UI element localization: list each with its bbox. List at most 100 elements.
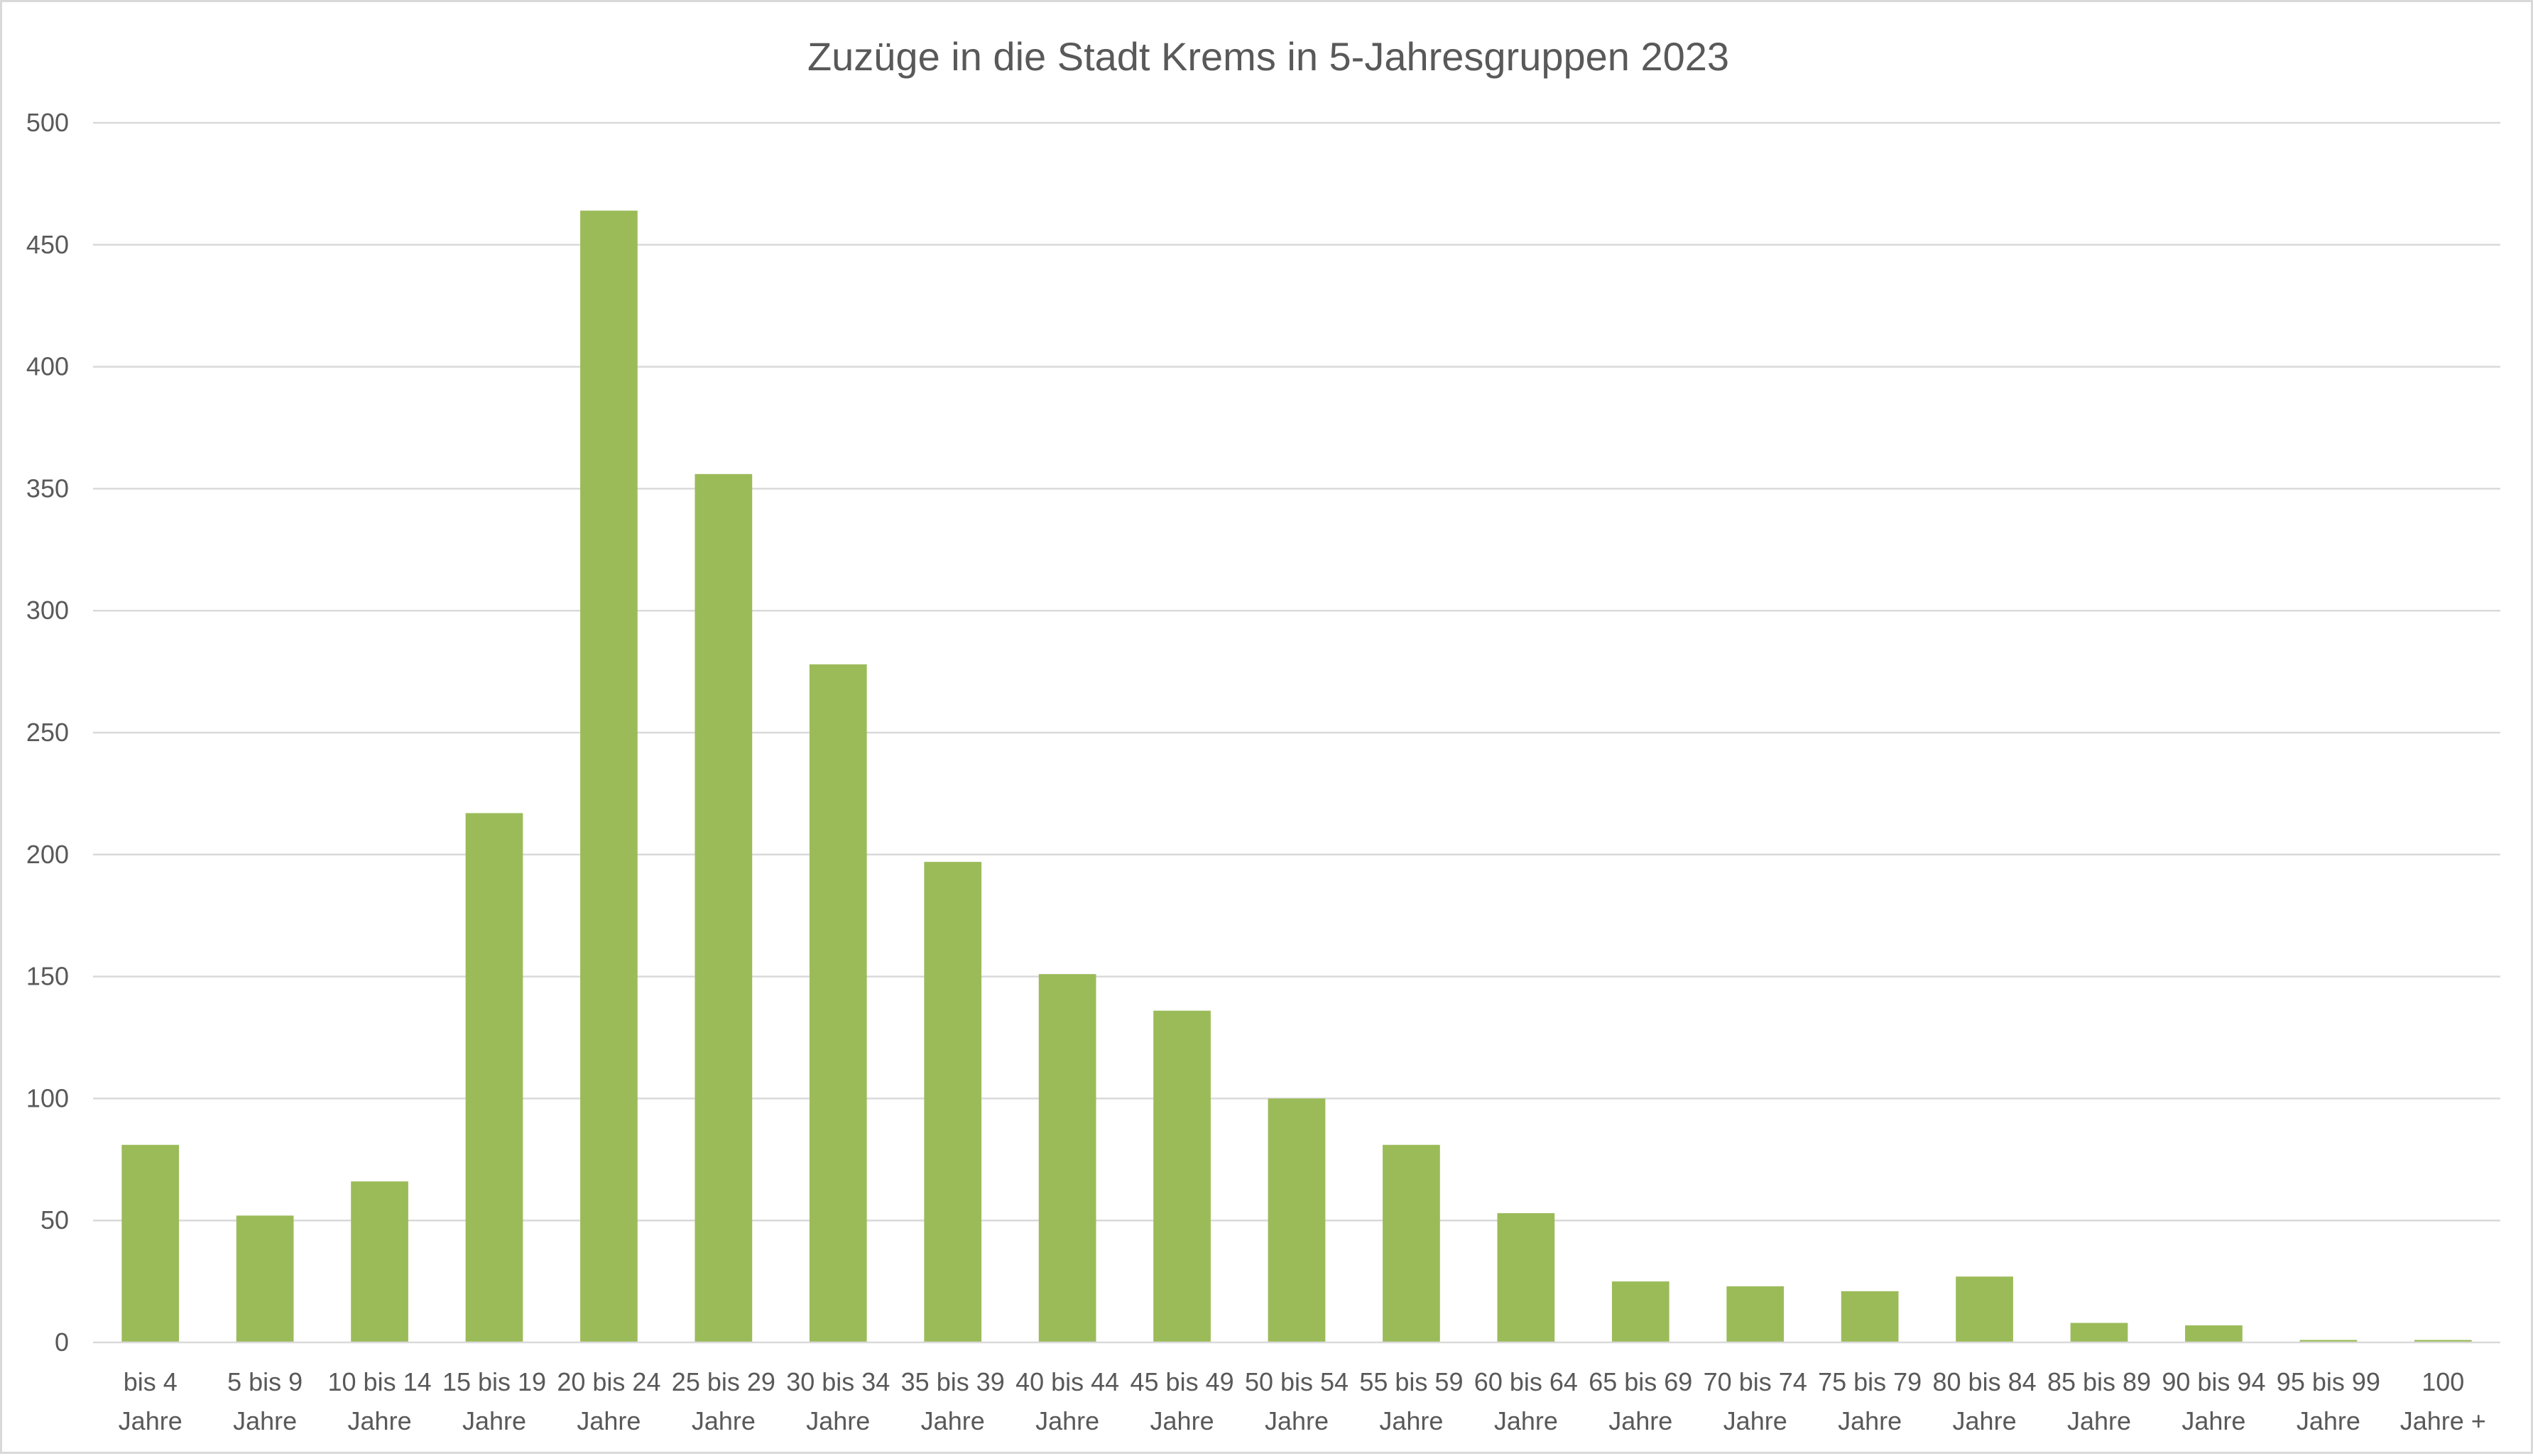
x-category-label-line: Jahre [1494, 1406, 1558, 1435]
x-category-label: 60 bis 64 Jahre [1474, 1367, 1578, 1435]
x-category-label-line: 30 bis 34 [786, 1367, 890, 1396]
x-category-label-line: Jahre [692, 1406, 756, 1435]
x-category-label: 65 bis 69 Jahre [1589, 1367, 1692, 1435]
bar [1268, 1098, 1326, 1342]
x-category-label: 30 bis 34 Jahre [786, 1367, 890, 1435]
x-category-label: 90 bis 94 Jahre [2162, 1367, 2265, 1435]
x-category-label-line: 35 bis 39 [901, 1367, 1005, 1396]
y-tick-label: 200 [26, 840, 69, 869]
bar [121, 1144, 180, 1342]
x-category-label-line: Jahre [1723, 1406, 1787, 1435]
bar [1956, 1276, 2013, 1342]
bar [351, 1181, 408, 1342]
y-tick-label: 250 [26, 718, 69, 747]
bar [236, 1215, 294, 1342]
x-category-label: 85 bis 89 Jahre [2047, 1367, 2151, 1435]
x-category-label-line: 50 bis 54 [1245, 1367, 1349, 1396]
bar [1153, 1010, 1211, 1342]
x-category-label-line: 90 bis 94 [2162, 1367, 2265, 1396]
x-category-label: bis 4 Jahre [119, 1367, 183, 1435]
x-category-label-line: 10 bis 14 [328, 1367, 432, 1396]
x-category-label-line: 80 bis 84 [1933, 1367, 2037, 1396]
bar [465, 813, 523, 1342]
x-category-label-line: 100 [2422, 1367, 2464, 1396]
y-tick-label: 300 [26, 596, 69, 625]
x-category-label-line: Jahre [806, 1406, 870, 1435]
bar [694, 474, 753, 1343]
x-category-label: 40 bis 44 Jahre [1015, 1367, 1119, 1435]
x-category-label-line: Jahre [921, 1406, 985, 1435]
x-category-label-line: Jahre [2181, 1406, 2245, 1435]
x-category-label: 50 bis 54 Jahre [1245, 1367, 1349, 1435]
x-category-label: 55 bis 59 Jahre [1359, 1367, 1463, 1435]
bar [580, 210, 638, 1342]
x-category-label-line: Jahre [348, 1406, 412, 1435]
x-category-label-line: 25 bis 29 [672, 1367, 775, 1396]
x-category-label-line: 85 bis 89 [2047, 1367, 2151, 1396]
x-category-label: 25 bis 29 Jahre [672, 1367, 775, 1435]
x-category-label-line: Jahre [2297, 1406, 2360, 1435]
x-category-label-line: 75 bis 79 [1818, 1367, 1922, 1396]
x-category-label-line: 5 bis 9 [227, 1367, 303, 1396]
y-tick-label: 350 [26, 474, 69, 503]
y-tick-label: 400 [26, 352, 69, 381]
x-category-label: 45 bis 49 Jahre [1131, 1367, 1234, 1435]
bar [1383, 1144, 1440, 1342]
bar [924, 862, 982, 1342]
bar [1611, 1281, 1669, 1342]
x-category-label-line: Jahre [1379, 1406, 1443, 1435]
x-category-label-line: 45 bis 49 [1131, 1367, 1234, 1396]
x-category-label: 75 bis 79 Jahre [1818, 1367, 1922, 1435]
x-category-label: 10 bis 14 Jahre [328, 1367, 432, 1435]
bar [1497, 1213, 1555, 1342]
x-category-label-line: Jahre [1265, 1406, 1329, 1435]
x-category-label-line: Jahre [1035, 1406, 1099, 1435]
x-category-label: 95 bis 99 Jahre [2277, 1367, 2380, 1435]
y-tick-label: 50 [40, 1205, 69, 1235]
bar [1726, 1286, 1785, 1342]
bar [1038, 974, 1096, 1342]
bar [2414, 1340, 2472, 1342]
x-category-label-line: Jahre [233, 1406, 297, 1435]
x-category-label-line: Jahre [2067, 1406, 2131, 1435]
bars [121, 210, 2472, 1343]
y-tick-label: 150 [26, 962, 69, 991]
x-category-label: 100 Jahre + [2400, 1367, 2486, 1435]
x-category-label-line: Jahre [1838, 1406, 1902, 1435]
x-category-label-line: Jahre [1150, 1406, 1214, 1435]
x-category-label-line: 55 bis 59 [1359, 1367, 1463, 1396]
x-category-label-line: 15 bis 19 [442, 1367, 546, 1396]
x-category-label-line: 95 bis 99 [2277, 1367, 2380, 1396]
x-category-label-line: Jahre [1608, 1406, 1672, 1435]
chart-title: Zuzüge in die Stadt Krems in 5-Jahresgru… [807, 34, 1729, 79]
x-category-label: 35 bis 39 Jahre [901, 1367, 1005, 1435]
x-category-label: 20 bis 24 Jahre [557, 1367, 660, 1435]
y-tick-label: 0 [55, 1328, 69, 1357]
x-category-label-line: bis 4 [124, 1367, 178, 1396]
x-category-label: 80 bis 84 Jahre [1933, 1367, 2037, 1435]
x-category-label-line: Jahre + [2400, 1406, 2486, 1435]
x-category-label-line: Jahre [577, 1406, 641, 1435]
y-tick-label: 100 [26, 1083, 69, 1112]
x-category-label: 70 bis 74 Jahre [1704, 1367, 1807, 1435]
x-category-label-line: 20 bis 24 [557, 1367, 660, 1396]
y-tick-label: 450 [26, 230, 69, 259]
x-category-label-line: Jahre [119, 1406, 183, 1435]
x-category-label-line: 65 bis 69 [1589, 1367, 1692, 1396]
y-tick-label: 500 [26, 108, 69, 137]
x-category-label-line: Jahre [462, 1406, 526, 1435]
x-category-label: 15 bis 19 Jahre [442, 1367, 546, 1435]
x-category-label: 5 bis 9 Jahre [227, 1367, 303, 1435]
bar [2070, 1323, 2128, 1342]
gridlines [93, 121, 2500, 1222]
bar [1841, 1291, 1899, 1342]
x-category-label-line: 40 bis 44 [1015, 1367, 1119, 1396]
bar [2299, 1340, 2358, 1342]
y-tick-labels: 0 50 100 150 200 250 300 350 400 450 500 [26, 108, 69, 1357]
x-category-label-line: Jahre [1953, 1406, 2017, 1435]
bar [2185, 1325, 2243, 1342]
x-category-label-line: 60 bis 64 [1474, 1367, 1578, 1396]
